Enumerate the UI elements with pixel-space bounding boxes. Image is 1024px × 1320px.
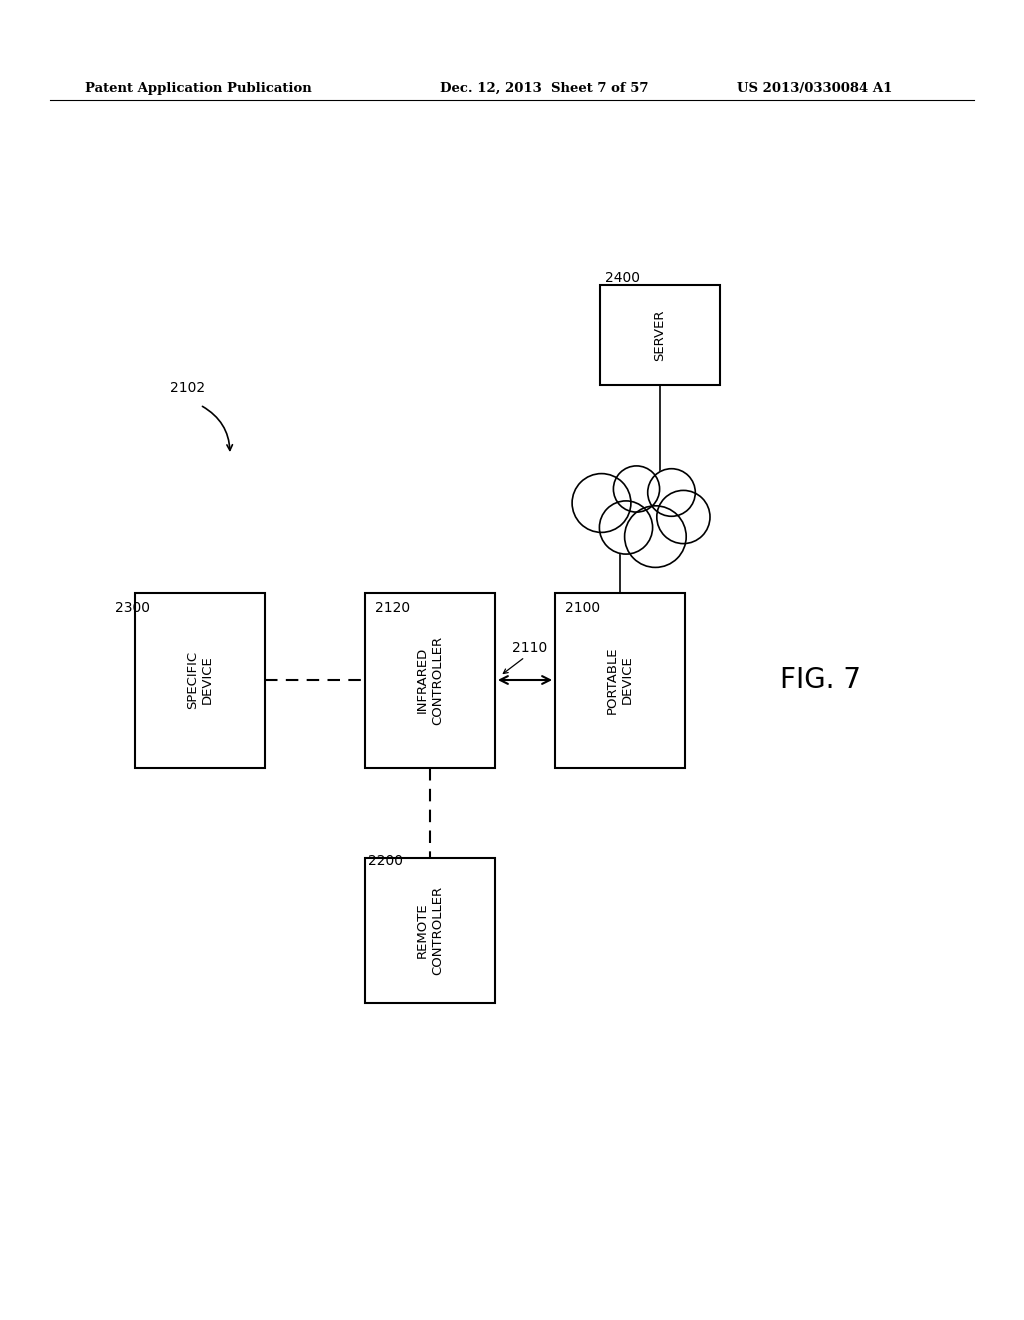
Bar xyxy=(135,593,265,767)
Text: 2400: 2400 xyxy=(605,271,640,285)
Circle shape xyxy=(613,466,659,512)
Text: 2300: 2300 xyxy=(115,601,150,615)
Text: SPECIFIC
DEVICE: SPECIFIC DEVICE xyxy=(186,651,214,709)
Circle shape xyxy=(599,500,652,554)
Text: 2102: 2102 xyxy=(170,381,205,395)
Text: Patent Application Publication: Patent Application Publication xyxy=(85,82,311,95)
Text: FIG. 7: FIG. 7 xyxy=(780,667,861,694)
Text: REMOTE
CONTROLLER: REMOTE CONTROLLER xyxy=(416,886,444,974)
Text: US 2013/0330084 A1: US 2013/0330084 A1 xyxy=(737,82,893,95)
Text: 2110: 2110 xyxy=(512,642,547,655)
Text: Dec. 12, 2013  Sheet 7 of 57: Dec. 12, 2013 Sheet 7 of 57 xyxy=(440,82,649,95)
Bar xyxy=(555,593,685,767)
Text: 2200: 2200 xyxy=(368,854,403,869)
Circle shape xyxy=(656,491,710,544)
Text: SERVER: SERVER xyxy=(653,309,667,360)
Circle shape xyxy=(572,474,631,532)
Bar xyxy=(365,593,495,767)
Text: INFRARED
CONTROLLER: INFRARED CONTROLLER xyxy=(416,635,444,725)
Text: 2100: 2100 xyxy=(565,601,600,615)
Circle shape xyxy=(625,506,686,568)
Text: PORTABLE
DEVICE: PORTABLE DEVICE xyxy=(606,647,634,714)
Bar xyxy=(600,285,720,385)
Text: 2120: 2120 xyxy=(375,601,411,615)
Bar xyxy=(365,858,495,1002)
Circle shape xyxy=(648,469,695,516)
